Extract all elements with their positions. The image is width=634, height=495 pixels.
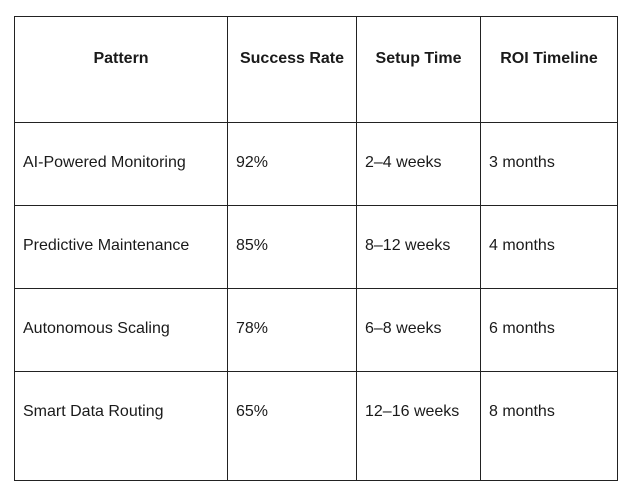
header-roi-timeline: ROI Timeline — [480, 16, 618, 123]
cell-roi-timeline: 6 months — [480, 288, 618, 372]
header-pattern: Pattern — [14, 16, 228, 123]
cell-setup-time: 2–4 weeks — [356, 122, 481, 206]
cell-success-rate: 92% — [227, 122, 357, 206]
cell-pattern: Smart Data Routing — [14, 371, 228, 481]
cell-success-rate: 65% — [227, 371, 357, 481]
table-header: Pattern Success Rate Setup Time ROI Time… — [14, 16, 618, 123]
table-row: Predictive Maintenance 85% 8–12 weeks 4 … — [14, 205, 618, 289]
cell-pattern: Predictive Maintenance — [14, 205, 228, 289]
cell-roi-timeline: 4 months — [480, 205, 618, 289]
comparison-table: Pattern Success Rate Setup Time ROI Time… — [14, 16, 618, 481]
header-success-rate: Success Rate — [227, 16, 357, 123]
header-row: Pattern Success Rate Setup Time ROI Time… — [14, 16, 618, 123]
table-row: Autonomous Scaling 78% 6–8 weeks 6 month… — [14, 288, 618, 372]
cell-setup-time: 6–8 weeks — [356, 288, 481, 372]
table-row: Smart Data Routing 65% 12–16 weeks 8 mon… — [14, 371, 618, 481]
cell-success-rate: 85% — [227, 205, 357, 289]
cell-setup-time: 12–16 weeks — [356, 371, 481, 481]
cell-success-rate: 78% — [227, 288, 357, 372]
table-body: AI-Powered Monitoring 92% 2–4 weeks 3 mo… — [14, 122, 618, 481]
cell-roi-timeline: 3 months — [480, 122, 618, 206]
cell-setup-time: 8–12 weeks — [356, 205, 481, 289]
header-setup-time: Setup Time — [356, 16, 481, 123]
cell-roi-timeline: 8 months — [480, 371, 618, 481]
cell-pattern: Autonomous Scaling — [14, 288, 228, 372]
comparison-table-container: Pattern Success Rate Setup Time ROI Time… — [14, 16, 618, 481]
table-row: AI-Powered Monitoring 92% 2–4 weeks 3 mo… — [14, 122, 618, 206]
cell-pattern: AI-Powered Monitoring — [14, 122, 228, 206]
